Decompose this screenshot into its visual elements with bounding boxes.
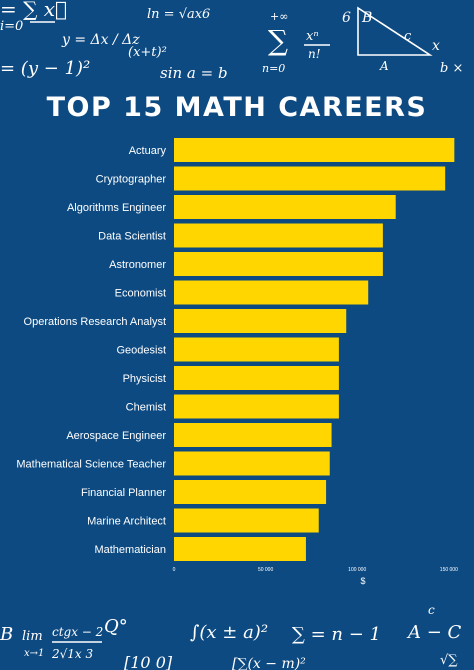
bar-cryptographer — [174, 166, 446, 191]
category-label: Economist — [115, 288, 166, 300]
svg-text:= ∑ x⃗: = ∑ x⃗ — [0, 0, 67, 21]
bar-marine-architect — [174, 508, 319, 533]
bar-aerospace-engineer — [174, 423, 332, 447]
x-tick-label: 100 000 — [348, 567, 366, 573]
category-label: Mathematician — [94, 544, 166, 556]
category-label: Data Scientist — [98, 231, 166, 243]
svg-text:lim: lim — [22, 629, 43, 644]
svg-text:i=0: i=0 — [0, 19, 23, 34]
svg-text:n=0: n=0 — [262, 62, 285, 75]
bar-mathematician — [174, 537, 306, 561]
svg-text:2√1x 3: 2√1x 3 — [51, 647, 93, 661]
bar-algorithms-engineer — [174, 195, 396, 219]
svg-text:Q°: Q° — [104, 616, 128, 637]
svg-text:A − C: A − C — [406, 622, 462, 643]
svg-text:c: c — [428, 603, 435, 617]
svg-text:∑: ∑ — [268, 24, 288, 57]
bar-chart: Actuary Cryptographer Algorithms Engineer D… — [16, 138, 458, 586]
x-tick-label: 50 000 — [258, 567, 274, 573]
svg-text:ctgx − 2: ctgx − 2 — [52, 625, 103, 639]
svg-text:∑ = n − 1: ∑ = n − 1 — [292, 624, 381, 645]
svg-text:n!: n! — [308, 47, 321, 61]
x-axis-label: $ — [360, 576, 365, 586]
svg-text:√∑: √∑ — [440, 653, 458, 668]
math-formulas-top-decoration: = ∑ x⃗ i=0 y = Δx / Δz ln = √ax6 (x+t)² … — [0, 0, 463, 82]
category-label: Algorithms Engineer — [67, 202, 166, 214]
bar-astronomer — [174, 252, 383, 276]
bar-physicist — [174, 366, 339, 390]
svg-text:sin a = b: sin a = b — [160, 64, 228, 82]
svg-text:x→1: x→1 — [24, 648, 44, 659]
category-label: Chemist — [126, 402, 166, 414]
svg-text:B: B — [361, 10, 372, 26]
category-label: Operations Research Analyst — [24, 316, 166, 328]
svg-text:xⁿ: xⁿ — [306, 29, 319, 44]
svg-text:y = Δx / Δz: y = Δx / Δz — [61, 32, 140, 48]
category-label: Cryptographer — [96, 174, 167, 186]
bar-chemist — [174, 394, 339, 419]
x-tick-label: 0 — [173, 567, 176, 573]
svg-text:x: x — [432, 38, 440, 54]
svg-text:∫(x ± a)²: ∫(x ± a)² — [190, 622, 268, 643]
svg-text:b ×: b × — [440, 61, 463, 76]
bar-geodesist — [174, 337, 339, 362]
bar-actuary — [174, 138, 455, 162]
svg-text:A: A — [379, 59, 389, 73]
svg-text:ln = √ax6: ln = √ax6 — [147, 7, 210, 22]
svg-text:B: B — [0, 624, 13, 645]
svg-text:+∞: +∞ — [270, 10, 288, 23]
svg-text:(x+t)²: (x+t)² — [128, 45, 167, 60]
category-label: Geodesist — [116, 345, 166, 357]
math-formulas-bottom-decoration: B lim x→1 ctgx − 2 2√1x 3 Q° [10 0] ∫(x … — [0, 603, 462, 670]
category-label: Financial Planner — [81, 487, 166, 499]
category-label: Marine Architect — [87, 516, 166, 528]
category-label: Aerospace Engineer — [66, 430, 166, 442]
svg-text:= (y − 1)²: = (y − 1)² — [0, 58, 90, 79]
bar-financial-planner — [174, 480, 327, 504]
bar-data-scientist — [174, 223, 383, 248]
svg-text:c: c — [404, 29, 412, 44]
bar-operations-research-analyst — [174, 309, 347, 333]
x-tick-label: 150 000 — [440, 567, 458, 573]
svg-text:[∑(x − m)²: [∑(x − m)² — [232, 656, 306, 670]
category-label: Actuary — [129, 145, 167, 157]
svg-text:[10 0]: [10 0] — [124, 653, 173, 670]
category-label: Mathematical Science Teacher — [16, 459, 166, 471]
category-label: Physicist — [123, 373, 166, 385]
svg-text:6: 6 — [342, 10, 351, 26]
bar-mathematical-science-teacher — [174, 451, 330, 476]
chart-title: TOP 15 MATH CAREERS — [46, 92, 428, 123]
category-label: Astronomer — [109, 259, 166, 271]
bar-economist — [174, 280, 369, 305]
